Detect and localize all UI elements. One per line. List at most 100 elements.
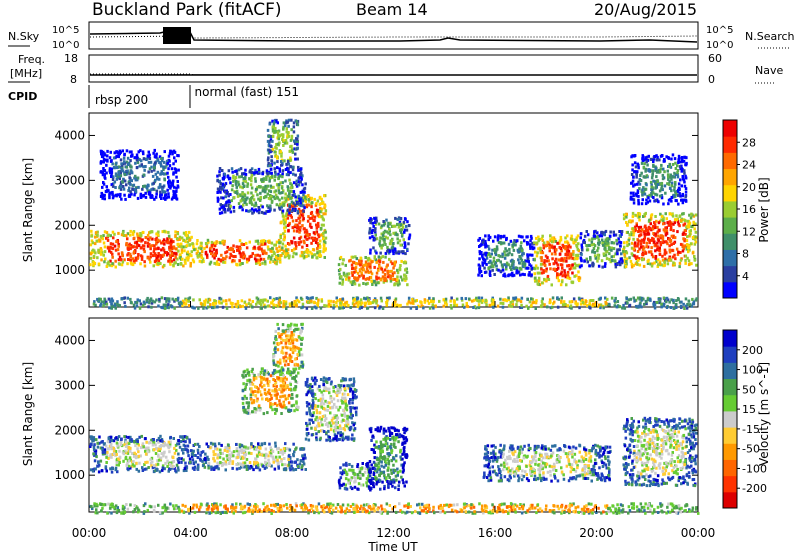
- power-cell: [550, 240, 554, 244]
- power-cell: [296, 223, 299, 227]
- power-cell: [291, 240, 294, 244]
- power-cell: [126, 232, 130, 236]
- power-cell: [647, 228, 650, 232]
- velocity-cell: [157, 440, 160, 444]
- power-cell: [291, 226, 294, 230]
- velocity-cell: [182, 439, 185, 443]
- power-cell: [266, 158, 270, 162]
- power-cell: [662, 228, 666, 232]
- power-cell: [540, 267, 543, 271]
- power-cell: [149, 244, 152, 248]
- power-cell: [349, 306, 352, 309]
- power-cell: [255, 302, 258, 306]
- power-cell: [151, 237, 154, 241]
- power-cell: [143, 260, 146, 264]
- power-cell: [322, 218, 325, 222]
- power-cell: [570, 306, 573, 310]
- power-cell: [306, 203, 309, 207]
- power-cell: [162, 168, 165, 172]
- power-cell: [111, 178, 115, 181]
- velocity-cell: [160, 452, 163, 456]
- power-cell: [632, 191, 635, 195]
- power-cell: [591, 237, 594, 241]
- power-cell: [512, 248, 516, 252]
- power-cell: [661, 241, 665, 245]
- power-cell: [655, 260, 658, 264]
- power-cell: [564, 247, 567, 251]
- power-cell: [682, 212, 685, 216]
- power-cell: [574, 301, 577, 305]
- velocity-cell: [101, 448, 104, 451]
- power-cell: [102, 182, 106, 186]
- power-cell: [153, 247, 156, 251]
- power-cell: [622, 248, 625, 252]
- power-cell: [200, 241, 203, 245]
- power-cell: [658, 262, 661, 265]
- power-cell: [594, 256, 598, 259]
- power-cell: [263, 251, 266, 255]
- power-cell: [676, 171, 679, 175]
- power-cell: [542, 269, 545, 273]
- power-cell: [147, 305, 150, 309]
- power-cell: [168, 297, 171, 301]
- power-cell: [679, 178, 682, 182]
- power-cell: [537, 239, 540, 243]
- power-cell: [660, 302, 663, 306]
- power-cell: [618, 234, 622, 238]
- power-cell: [631, 233, 634, 237]
- power-cell: [297, 202, 301, 206]
- power-cell: [148, 191, 151, 194]
- power-cell: [675, 192, 678, 196]
- velocity-cell: [180, 460, 183, 464]
- power-cell: [166, 171, 169, 175]
- power-cell: [367, 257, 371, 261]
- power-cell: [380, 246, 383, 250]
- power-cell: [312, 239, 315, 242]
- power-cell: [259, 204, 263, 208]
- power-cell: [282, 189, 285, 193]
- power-cell: [248, 298, 251, 302]
- power-cell: [198, 259, 202, 263]
- power-cell: [280, 220, 283, 224]
- power-cell: [196, 239, 199, 242]
- power-cell: [298, 230, 301, 234]
- power-cell: [379, 236, 382, 240]
- power-cell: [111, 255, 114, 259]
- power-cell: [632, 229, 635, 233]
- power-cell: [501, 268, 505, 272]
- power-cell: [386, 269, 389, 273]
- power-cell: [295, 304, 298, 308]
- power-cell: [281, 242, 285, 246]
- power-cell: [317, 224, 320, 228]
- power-cell: [234, 176, 238, 179]
- power-cell: [385, 300, 388, 304]
- power-cell: [158, 239, 161, 243]
- velocity-cell: [159, 456, 163, 460]
- power-cell: [129, 258, 132, 262]
- power-cell: [369, 264, 372, 268]
- freq-tick-bottom: 8: [70, 73, 77, 86]
- power-cell: [261, 205, 264, 209]
- power-cell: [543, 277, 546, 281]
- power-cell: [529, 246, 532, 250]
- power-cell: [242, 177, 245, 180]
- power-cell: [682, 302, 685, 306]
- power-cell: [133, 250, 136, 254]
- power-cell: [630, 231, 633, 235]
- velocity-cell: [124, 440, 128, 444]
- power-cell: [659, 170, 662, 174]
- power-cell: [287, 213, 290, 217]
- power-cell: [269, 138, 273, 142]
- power-cell: [618, 305, 622, 309]
- power-cell: [136, 298, 139, 302]
- power-cell: [613, 299, 616, 303]
- power-cell: [276, 304, 280, 308]
- power-cell: [136, 176, 140, 180]
- power-cell: [385, 218, 388, 222]
- power-cell: [537, 276, 541, 280]
- power-cell: [178, 304, 182, 308]
- power-cell: [666, 258, 669, 262]
- power-cell: [400, 223, 404, 227]
- power-cell: [648, 250, 651, 254]
- power-cell: [635, 222, 638, 226]
